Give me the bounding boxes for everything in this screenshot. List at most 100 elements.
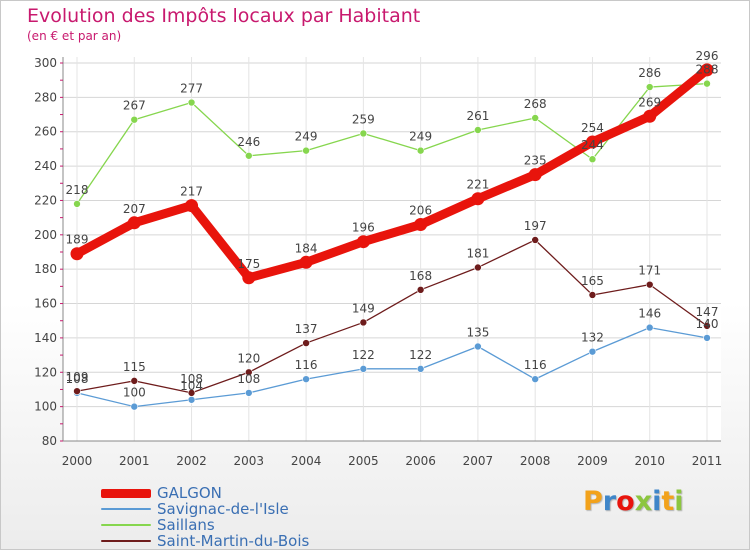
data-label-saint-martin-du-bois: 109 — [66, 370, 89, 384]
x-tick-label: 2005 — [348, 454, 379, 468]
data-label-saillans: 261 — [466, 109, 489, 123]
data-point-saillans — [588, 155, 597, 164]
data-point-galgon — [70, 247, 84, 261]
data-point-saillans — [474, 126, 482, 134]
x-tick-label: 2011 — [692, 454, 723, 468]
data-point-galgon — [185, 199, 199, 213]
data-point-saint-martin-du-bois — [359, 318, 368, 327]
brand-letter: P — [583, 486, 603, 517]
data-label-saint-martin-du-bois: 171 — [638, 264, 661, 278]
y-tick-label: 300 — [34, 56, 57, 70]
data-point-saint-martin-du-bois — [302, 339, 310, 347]
data-label-savignac-de-l-isle: 100 — [123, 386, 146, 400]
legend-swatch-galgon — [101, 488, 151, 498]
data-point-savignac-de-l-isle — [245, 389, 253, 397]
data-label-saint-martin-du-bois: 181 — [466, 246, 489, 260]
legend-label-savignac: Savignac-de-l'Isle — [157, 500, 289, 518]
data-label-saint-martin-du-bois: 120 — [237, 351, 260, 365]
data-label-savignac-de-l-isle: 122 — [352, 348, 375, 362]
y-tick-label: 100 — [34, 400, 57, 414]
data-label-saint-martin-du-bois: 149 — [352, 301, 375, 315]
y-tick-label: 260 — [34, 125, 57, 139]
legend-label-saint-martin: Saint-Martin-du-Bois — [157, 532, 310, 550]
data-label-galgon: 254 — [581, 121, 604, 135]
data-point-galgon — [356, 235, 370, 249]
y-tick-label: 180 — [34, 262, 57, 276]
legend-item-saillans: Saillans — [101, 517, 309, 533]
legend-item-saint-martin: Saint-Martin-du-Bois — [101, 533, 309, 549]
series-line-saillans — [76, 82, 708, 205]
data-label-saint-martin-du-bois: 108 — [180, 372, 203, 386]
data-point-savignac-de-l-isle — [474, 342, 482, 351]
y-tick-label: 240 — [34, 159, 57, 173]
data-label-saint-martin-du-bois: 137 — [295, 322, 318, 336]
data-label-savignac-de-l-isle: 108 — [237, 372, 260, 386]
data-point-saillans — [302, 146, 310, 155]
y-tick-label: 200 — [34, 228, 57, 242]
y-tick-label: 80 — [42, 434, 57, 448]
data-label-saillans: 268 — [524, 97, 547, 111]
data-label-galgon: 217 — [180, 185, 203, 199]
x-tick-label: 2000 — [62, 454, 93, 468]
data-point-galgon — [299, 255, 313, 269]
legend-item-savignac: Savignac-de-l'Isle — [101, 501, 309, 517]
data-point-saillans — [645, 83, 654, 91]
data-point-saillans — [187, 98, 196, 107]
data-point-saillans — [531, 114, 539, 122]
data-label-galgon: 221 — [466, 178, 489, 192]
data-label-galgon: 207 — [123, 202, 146, 216]
data-point-saillans — [703, 79, 711, 88]
x-tick-label: 2001 — [119, 454, 150, 468]
x-tick-label: 2007 — [463, 454, 494, 468]
data-point-savignac-de-l-isle — [703, 334, 711, 342]
data-label-savignac-de-l-isle: 122 — [409, 348, 432, 362]
data-label-saillans: 286 — [638, 66, 661, 80]
data-label-saillans: 249 — [295, 130, 318, 144]
data-point-savignac-de-l-isle — [588, 347, 597, 356]
data-point-saint-martin-du-bois — [703, 322, 711, 330]
data-label-savignac-de-l-isle: 104 — [180, 379, 203, 393]
y-tick-label: 120 — [34, 365, 57, 379]
data-label-saint-martin-du-bois: 115 — [123, 360, 146, 374]
brand-letter: o — [616, 486, 635, 517]
x-tick-label: 2003 — [234, 454, 265, 468]
data-point-galgon — [643, 109, 657, 123]
data-point-savignac-de-l-isle — [645, 323, 654, 332]
y-tick-label: 280 — [34, 90, 57, 104]
legend-item-galgon: GALGON — [101, 485, 309, 501]
data-label-saillans: 288 — [696, 63, 719, 77]
data-point-galgon — [471, 192, 485, 206]
data-point-saint-martin-du-bois — [416, 285, 425, 294]
data-point-savignac-de-l-isle — [130, 402, 139, 411]
data-point-savignac-de-l-isle — [359, 365, 368, 373]
data-label-savignac-de-l-isle: 146 — [638, 307, 661, 321]
data-point-galgon — [585, 135, 599, 149]
data-label-savignac-de-l-isle: 116 — [295, 358, 318, 372]
data-point-savignac-de-l-isle — [302, 375, 310, 383]
x-tick-label: 2010 — [634, 454, 665, 468]
x-tick-label: 2006 — [405, 454, 436, 468]
y-tick-label: 140 — [34, 331, 57, 345]
brand-letter: r — [602, 486, 617, 517]
data-point-saint-martin-du-bois — [531, 236, 539, 244]
data-point-saillans — [359, 129, 368, 138]
data-label-galgon: 175 — [237, 257, 260, 271]
data-label-savignac-de-l-isle: 108 — [66, 372, 89, 386]
y-tick-label: 160 — [34, 297, 57, 311]
legend-swatch-saillans — [101, 524, 151, 526]
data-point-galgon — [242, 271, 256, 285]
data-label-saint-martin-du-bois: 147 — [696, 305, 719, 319]
data-point-galgon — [414, 218, 428, 232]
plot-area — [63, 57, 721, 441]
data-label-galgon: 206 — [409, 204, 432, 218]
legend-swatch-savignac — [101, 508, 151, 510]
data-point-saint-martin-du-bois — [645, 280, 654, 289]
x-tick-label: 2004 — [291, 454, 322, 468]
data-point-saint-martin-du-bois — [130, 377, 139, 385]
chart-title: Evolution des Impôts locaux par Habitant — [27, 5, 421, 27]
series-line-galgon — [72, 65, 712, 283]
data-point-savignac-de-l-isle — [531, 375, 539, 383]
legend: GALGON Savignac-de-l'Isle Saillans Saint… — [101, 485, 309, 549]
